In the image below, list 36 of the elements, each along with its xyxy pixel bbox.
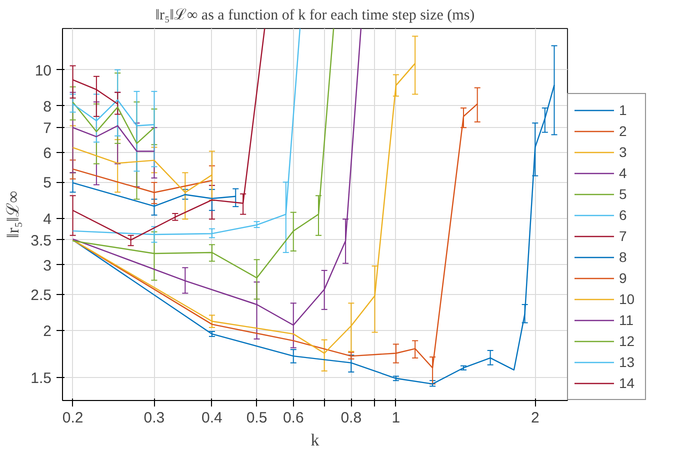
- y-axis-title: ‖r₅‖ℒ∞: [4, 190, 23, 238]
- legend-label: 7: [619, 228, 628, 244]
- legend-label: 13: [619, 354, 636, 370]
- legend-label: 10: [619, 291, 636, 307]
- x-tick-label: 2: [530, 410, 540, 426]
- legend-label: 1: [619, 102, 628, 118]
- y-tick-label: 3: [43, 257, 52, 274]
- x-tick-label: 1: [392, 410, 400, 426]
- legend-label: 9: [619, 270, 628, 286]
- y-tick-label: 1.5: [30, 370, 52, 387]
- legend-label: 5: [619, 186, 628, 202]
- x-tick-label: 0.6: [282, 410, 304, 426]
- y-tick-label: 7: [43, 120, 52, 138]
- x-tick-label: 0.8: [340, 410, 362, 426]
- x-tick-label: 0.2: [62, 410, 84, 426]
- y-tick-label: 2: [43, 323, 52, 340]
- legend-label: 12: [619, 333, 636, 349]
- y-tick-label: 2.5: [30, 287, 52, 304]
- legend-label: 3: [619, 144, 628, 160]
- y-tick-label: 6: [43, 145, 52, 162]
- y-tick-label: 8: [43, 98, 52, 116]
- x-tick-label: 0.4: [202, 410, 222, 426]
- legend-label: 2: [619, 123, 628, 139]
- y-tick-label: 3.5: [30, 232, 52, 250]
- y-tick-label: 10: [34, 62, 52, 80]
- x-axis-title: k: [310, 430, 320, 450]
- x-tick-label: 0.5: [246, 410, 268, 426]
- legend-label: 4: [619, 165, 628, 181]
- legend-label: 11: [619, 312, 635, 328]
- chart-title: ‖r₅‖ℒ∞ as a function of k for each time step size (ms): [155, 8, 475, 24]
- legend-label: 14: [619, 375, 636, 391]
- x-tick-label: 0.3: [144, 410, 165, 426]
- legend-label: 6: [619, 207, 628, 223]
- y-tick-label: 4: [43, 210, 52, 228]
- legend-label: 8: [619, 249, 628, 265]
- y-tick-label: 5: [43, 174, 52, 192]
